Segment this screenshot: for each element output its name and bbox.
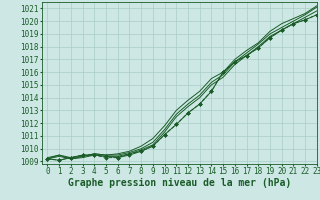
X-axis label: Graphe pression niveau de la mer (hPa): Graphe pression niveau de la mer (hPa): [68, 178, 291, 188]
